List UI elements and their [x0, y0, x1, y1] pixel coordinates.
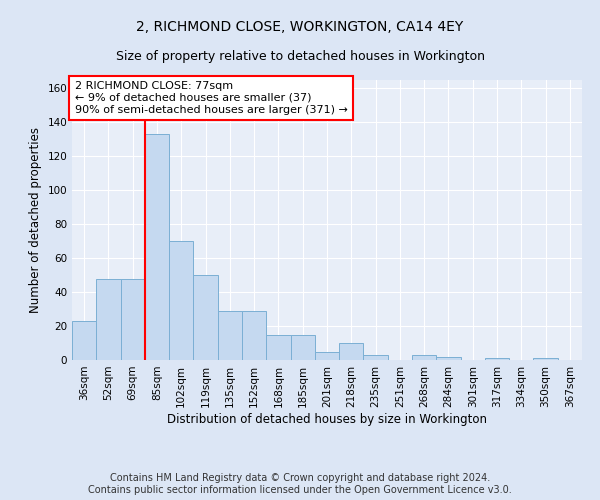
Bar [485, 358, 509, 360]
Bar [96, 278, 121, 360]
Bar [533, 358, 558, 360]
Bar [218, 311, 242, 360]
Bar [193, 275, 218, 360]
Text: 2 RICHMOND CLOSE: 77sqm
← 9% of detached houses are smaller (37)
90% of semi-det: 2 RICHMOND CLOSE: 77sqm ← 9% of detached… [74, 82, 347, 114]
Bar [339, 343, 364, 360]
Text: Contains HM Land Registry data © Crown copyright and database right 2024.
Contai: Contains HM Land Registry data © Crown c… [88, 474, 512, 495]
X-axis label: Distribution of detached houses by size in Workington: Distribution of detached houses by size … [167, 412, 487, 426]
Bar [145, 134, 169, 360]
Bar [266, 334, 290, 360]
Text: 2, RICHMOND CLOSE, WORKINGTON, CA14 4EY: 2, RICHMOND CLOSE, WORKINGTON, CA14 4EY [136, 20, 464, 34]
Bar [412, 355, 436, 360]
Bar [364, 355, 388, 360]
Bar [169, 241, 193, 360]
Bar [315, 352, 339, 360]
Text: Size of property relative to detached houses in Workington: Size of property relative to detached ho… [115, 50, 485, 63]
Bar [72, 321, 96, 360]
Bar [242, 311, 266, 360]
Y-axis label: Number of detached properties: Number of detached properties [29, 127, 42, 313]
Bar [436, 356, 461, 360]
Bar [121, 278, 145, 360]
Bar [290, 334, 315, 360]
